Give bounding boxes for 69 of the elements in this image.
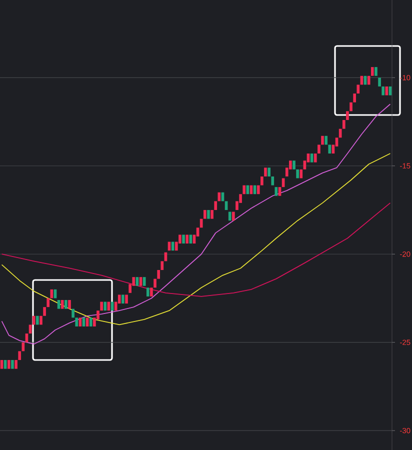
candlestick	[18, 351, 22, 360]
candlestick	[186, 234, 189, 244]
candlestick	[146, 288, 150, 296]
candlestick	[385, 86, 388, 96]
candlestick	[157, 270, 160, 279]
line-series	[1, 104, 391, 345]
candlestick	[203, 210, 206, 219]
candlestick	[89, 318, 92, 326]
candlestick	[370, 67, 374, 76]
candlestick	[353, 94, 356, 102]
candlestick	[338, 128, 342, 138]
candlestick	[100, 302, 103, 311]
line-series	[1, 153, 391, 326]
candlestick	[346, 111, 349, 120]
candlestick	[256, 185, 260, 194]
candlestick	[11, 360, 14, 369]
candlestick	[68, 300, 71, 309]
candlestick	[72, 308, 74, 318]
candlestick	[218, 192, 221, 202]
candlestick	[22, 342, 25, 352]
candlestick	[328, 144, 332, 154]
candlestick	[350, 102, 352, 112]
candlestick	[356, 84, 360, 94]
candlestick	[214, 201, 218, 210]
candlestick	[142, 277, 146, 286]
candlestick	[75, 318, 78, 326]
candlestick	[207, 210, 210, 219]
candlestick	[342, 120, 346, 129]
candlestick	[292, 160, 296, 170]
candlestick	[154, 278, 156, 288]
candlestick	[242, 185, 246, 194]
candlestick	[324, 136, 328, 145]
candlestick	[314, 154, 317, 162]
candlestick	[60, 300, 64, 309]
candlestick	[150, 288, 153, 296]
candlestick	[374, 67, 378, 76]
candlestick	[7, 360, 10, 369]
candlestick	[32, 316, 36, 325]
candlestick	[268, 168, 270, 176]
candlestick	[271, 176, 274, 186]
candlestick	[228, 212, 232, 221]
candlestick	[367, 76, 370, 85]
candlestick	[318, 144, 320, 154]
candlestick	[14, 360, 18, 369]
candlestick	[378, 78, 381, 86]
candlestick	[321, 136, 324, 145]
candlestick	[40, 316, 42, 325]
candlestick	[122, 294, 124, 304]
candlestick	[46, 298, 50, 308]
candlestick	[171, 242, 174, 251]
candlestick	[4, 360, 7, 369]
candlestick	[50, 289, 54, 298]
candlestick	[296, 169, 299, 178]
candlestick	[104, 302, 107, 311]
candlestick	[264, 168, 267, 176]
candlestick	[125, 294, 128, 304]
candlestick	[382, 86, 385, 96]
candlestick	[189, 234, 192, 244]
candlestick	[300, 169, 303, 178]
candlestick	[64, 300, 68, 309]
candlestick	[182, 234, 185, 244]
candlestick	[43, 307, 46, 316]
line-series	[1, 202, 391, 297]
candlestick	[210, 210, 214, 219]
candlestick	[200, 218, 203, 228]
candlestick	[36, 316, 39, 325]
candlestick	[160, 261, 164, 270]
candlestick	[260, 176, 264, 186]
candlestick	[232, 212, 235, 221]
